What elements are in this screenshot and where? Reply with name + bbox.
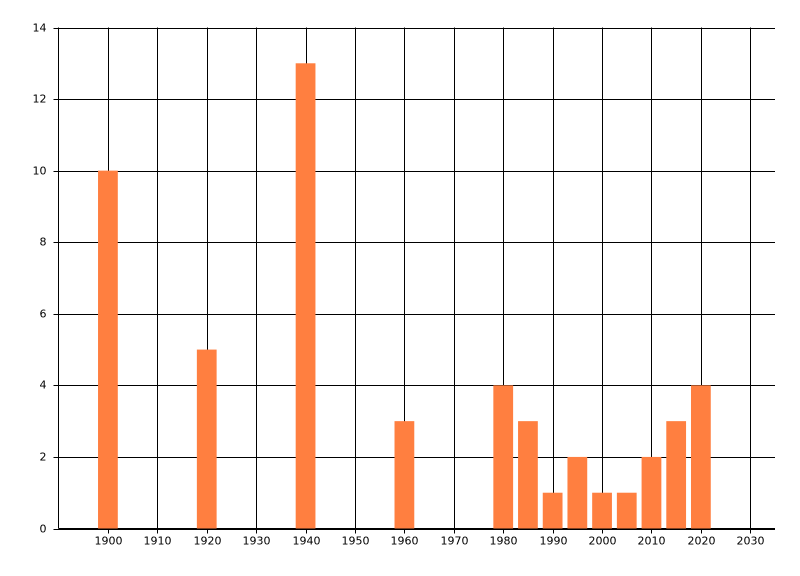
y-tick-label: 4 <box>40 379 47 392</box>
bar <box>666 421 687 529</box>
bar <box>542 492 563 529</box>
x-tick-label: 2030 <box>737 535 765 548</box>
bar <box>567 456 588 529</box>
x-tick-label: 2000 <box>589 535 617 548</box>
x-tick-label: 2020 <box>688 535 716 548</box>
y-tick-label: 2 <box>40 451 47 464</box>
bar <box>295 63 316 529</box>
x-tick-label: 1950 <box>342 535 370 548</box>
bar <box>196 349 217 529</box>
x-tick-label: 1910 <box>144 535 172 548</box>
x-tick-label: 1900 <box>95 535 123 548</box>
bar <box>98 170 118 529</box>
y-tick-label: 8 <box>40 236 47 249</box>
y-tick-label: 10 <box>33 165 47 178</box>
x-tick-label: 1920 <box>194 535 222 548</box>
bar <box>641 456 662 529</box>
bar <box>690 385 711 529</box>
y-tick-label: 6 <box>40 308 47 321</box>
x-tick-label: 1960 <box>391 535 419 548</box>
y-tick-label: 0 <box>40 523 47 536</box>
y-tick-label: 14 <box>33 22 47 35</box>
x-tick-label: 1940 <box>293 535 321 548</box>
x-tick-label: 1970 <box>441 535 469 548</box>
x-tick-label: 1980 <box>490 535 518 548</box>
x-tick-label: 1990 <box>540 535 568 548</box>
y-tick-label: 12 <box>33 93 47 106</box>
bar <box>518 421 538 529</box>
x-tick-label: 1930 <box>243 535 271 548</box>
bar <box>493 385 514 529</box>
x-tick-label: 2010 <box>638 535 666 548</box>
bar <box>394 421 415 529</box>
bar <box>592 492 612 529</box>
bar <box>616 492 637 529</box>
